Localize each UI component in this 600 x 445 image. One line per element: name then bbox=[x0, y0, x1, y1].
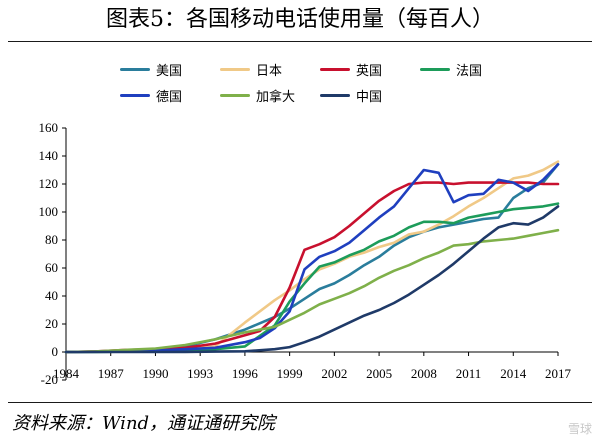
y-tick-label: 100 bbox=[39, 204, 59, 219]
y-tick-label: 40 bbox=[45, 288, 58, 303]
x-tick-label: 1999 bbox=[277, 366, 303, 381]
page-title: 图表5：各国移动电话使用量（每百人） bbox=[106, 7, 494, 32]
series-line-5 bbox=[64, 163, 560, 354]
legend-item: 日本 bbox=[220, 60, 283, 79]
legend-item: 美国 bbox=[120, 60, 183, 79]
series-line-2 bbox=[64, 160, 560, 354]
series-line-6 bbox=[64, 228, 560, 354]
x-tick-label: 2014 bbox=[500, 366, 527, 381]
line-chart: -20 0 20 40 60 80 100 120 140 160 1984 1987 1990 1993… bbox=[39, 120, 572, 387]
series-line-3 bbox=[64, 181, 560, 354]
x-tick-label: 2011 bbox=[456, 366, 482, 381]
y-tick-label: 0 bbox=[52, 344, 59, 359]
y-tick-label: 60 bbox=[45, 260, 58, 275]
legend-item: 德国 bbox=[120, 86, 183, 105]
legend-swatch bbox=[320, 93, 350, 97]
chart-legend: 美国 日本 英国 法国德国 加拿大 中国 bbox=[120, 60, 510, 110]
legend-label: 美国 bbox=[156, 63, 183, 79]
legend-swatch bbox=[220, 93, 250, 97]
x-tick-label: 2005 bbox=[366, 366, 392, 381]
legend-item: 中国 bbox=[320, 86, 383, 105]
legend-label: 法国 bbox=[456, 63, 483, 79]
legend-swatch bbox=[420, 67, 450, 71]
series-line-7 bbox=[64, 205, 560, 354]
legend-item: 英国 bbox=[320, 60, 383, 79]
legend-label: 德国 bbox=[156, 89, 183, 105]
y-tick-label: 120 bbox=[39, 176, 59, 191]
legend-label: 加拿大 bbox=[256, 89, 296, 105]
x-tick-label: 1990 bbox=[142, 366, 168, 381]
x-tick-label: 1993 bbox=[187, 366, 213, 381]
x-tick-label: 2008 bbox=[411, 366, 437, 381]
legend-swatch bbox=[120, 93, 150, 97]
legend-swatch bbox=[220, 67, 250, 71]
source-note: 资料来源：Wind，通证通研究院 bbox=[12, 413, 276, 434]
x-tick-label: 1984 bbox=[53, 366, 80, 381]
legend-swatch bbox=[320, 67, 350, 71]
x-tick-label: 2002 bbox=[321, 366, 347, 381]
legend-item: 法国 bbox=[420, 60, 483, 79]
x-tick-label: 1996 bbox=[232, 366, 259, 381]
x-tick-label: 2017 bbox=[545, 366, 572, 381]
series-line-4 bbox=[64, 202, 560, 354]
legend-label: 英国 bbox=[356, 63, 383, 79]
x-tick-label: 1987 bbox=[98, 366, 125, 381]
y-tick-label: -20 bbox=[41, 372, 58, 387]
legend-label: 中国 bbox=[356, 89, 383, 105]
y-tick-label: 160 bbox=[39, 120, 59, 135]
y-tick-label: 80 bbox=[45, 232, 58, 247]
source-divider bbox=[8, 402, 592, 403]
watermark-logo: 雪球 bbox=[567, 422, 592, 436]
legend-label: 日本 bbox=[256, 63, 283, 79]
y-tick-label: 20 bbox=[45, 316, 58, 331]
legend-swatch bbox=[120, 67, 150, 71]
title-divider bbox=[8, 41, 592, 42]
legend-item: 加拿大 bbox=[220, 86, 296, 105]
y-tick-label: 140 bbox=[39, 148, 59, 163]
